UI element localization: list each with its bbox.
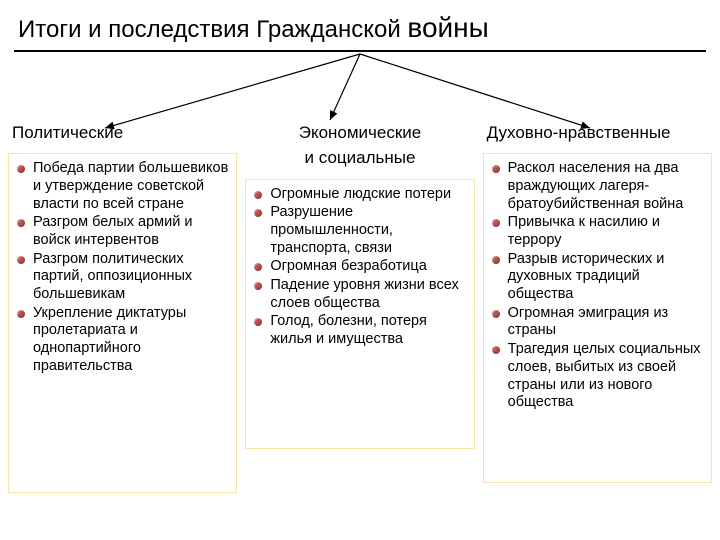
list-item: Падение уровня жизни всех слоев общества (250, 277, 469, 312)
bullet-icon (492, 256, 500, 264)
bullet-icon (17, 310, 25, 318)
column-header-moral: Духовно-нравственные (483, 120, 712, 153)
list-item: Разрыв исторических и духовных традиций … (488, 251, 707, 304)
list-item: Огромные людские потери (250, 186, 469, 204)
list-item-text: Привычка к насилию и террору (508, 214, 660, 248)
columns-container: Политические Победа партии большевиков и… (8, 120, 712, 493)
column-box-economic: Огромные людские потери Разрушение промыш… (245, 179, 474, 449)
column-subheader-economic: и социальные (245, 147, 474, 178)
bullet-icon (17, 256, 25, 264)
list-political: Победа партии большевиков и утверждение … (13, 160, 232, 375)
list-item: Трагедия целых социальных слоев, выбитых… (488, 341, 707, 412)
page-title: Итоги и последствия Гражданской войны (0, 0, 720, 50)
list-item-text: Падение уровня жизни всех слоев общества (270, 277, 458, 311)
column-box-moral: Раскол населения на два враждующих лагер… (483, 153, 712, 483)
list-item-text: Разрушение промышленности, транспорта, с… (270, 204, 393, 255)
list-item-text: Победа партии большевиков и утверждение … (33, 160, 228, 211)
title-text-1: Итоги и последствия Гражданской (18, 16, 407, 43)
bullet-icon (492, 310, 500, 318)
list-moral: Раскол населения на два враждующих лагер… (488, 160, 707, 412)
bullet-icon (492, 346, 500, 354)
bullet-icon (492, 219, 500, 227)
list-item: Привычка к насилию и террору (488, 214, 707, 249)
list-item-text: Раскол населения на два враждующих лагер… (508, 160, 684, 211)
list-item: Укрепление диктатуры пролетариата и одно… (13, 305, 232, 376)
bullet-icon (17, 165, 25, 173)
column-moral: Духовно-нравственные Раскол населения на… (483, 120, 712, 493)
bullet-icon (492, 165, 500, 173)
list-item-text: Разрыв исторических и духовных традиций … (508, 251, 665, 302)
column-header-economic: Экономические (245, 120, 474, 147)
bullet-icon (254, 282, 262, 290)
list-item-text: Разгром политических партий, оппозиционн… (33, 251, 192, 302)
list-item-text: Огромная безработица (270, 258, 426, 274)
list-item-text: Разгром белых армий и войск интервентов (33, 214, 192, 248)
column-box-political: Победа партии большевиков и утверждение … (8, 153, 237, 493)
list-item-text: Укрепление диктатуры пролетариата и одно… (33, 305, 186, 374)
list-economic: Огромные людские потери Разрушение промыш… (250, 186, 469, 349)
list-item: Победа партии большевиков и утверждение … (13, 160, 232, 213)
list-item: Огромная безработица (250, 258, 469, 276)
bullet-icon (254, 209, 262, 217)
bullet-icon (254, 263, 262, 271)
bullet-icon (254, 318, 262, 326)
bullet-icon (17, 219, 25, 227)
list-item: Раскол населения на два враждующих лагер… (488, 160, 707, 213)
list-item: Огромная эмиграция из страны (488, 305, 707, 340)
list-item-text: Огромные людские потери (270, 186, 451, 202)
column-header-political: Политические (8, 120, 237, 153)
column-political: Политические Победа партии большевиков и… (8, 120, 237, 493)
bullet-icon (254, 191, 262, 199)
list-item: Разгром политических партий, оппозиционн… (13, 251, 232, 304)
list-item-text: Голод, болезни, потеря жилья и имущества (270, 313, 426, 347)
list-item-text: Трагедия целых социальных слоев, выбитых… (508, 341, 701, 410)
title-text-2: войны (407, 12, 488, 43)
list-item-text: Огромная эмиграция из страны (508, 305, 669, 339)
column-economic: Экономические и социальные Огромные людс… (245, 120, 474, 493)
list-item: Голод, болезни, потеря жилья и имущества (250, 313, 469, 348)
list-item: Разгром белых армий и войск интервентов (13, 214, 232, 249)
list-item: Разрушение промышленности, транспорта, с… (250, 204, 469, 257)
